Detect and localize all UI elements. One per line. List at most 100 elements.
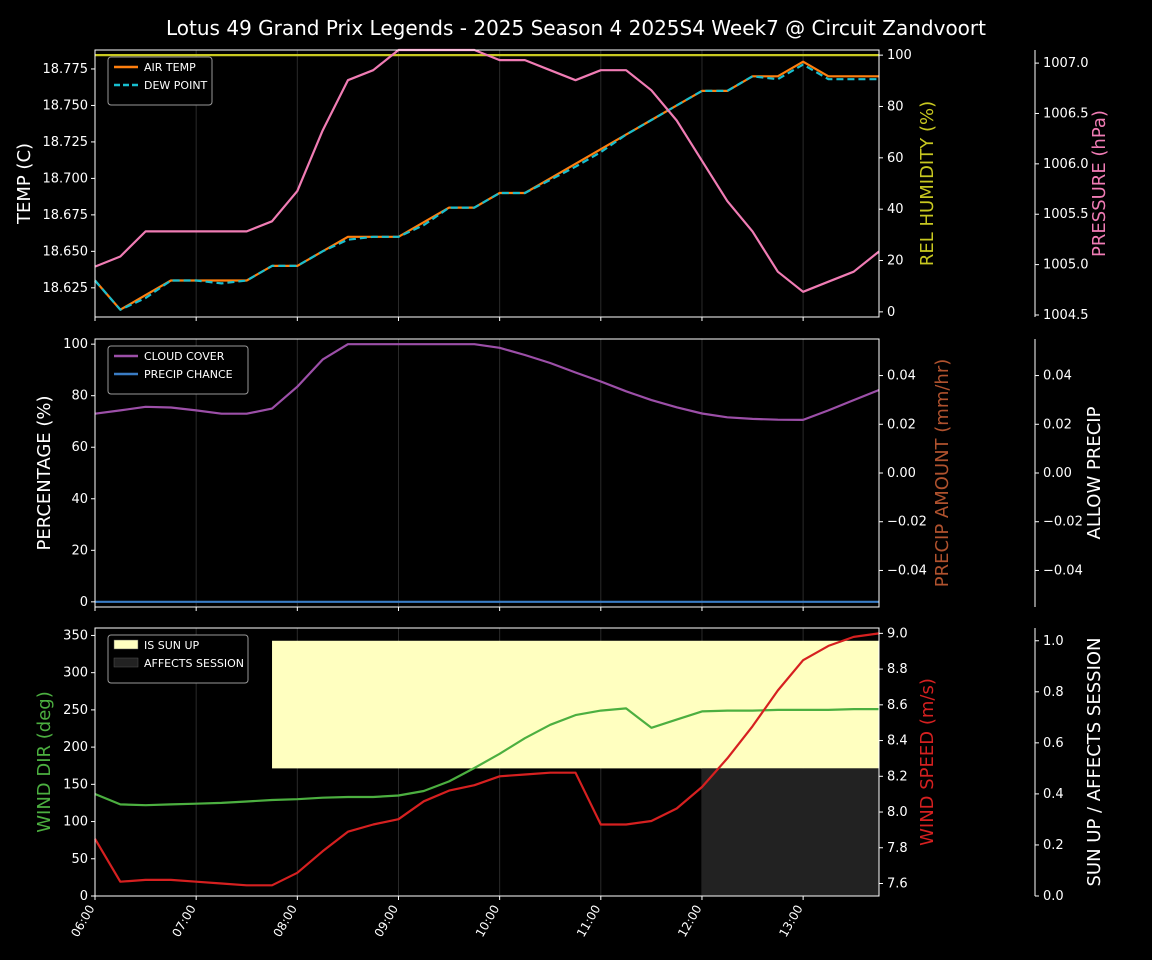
x-tick-label: 09:00: [372, 903, 401, 940]
right1-tick-label: 7.6: [887, 876, 908, 891]
x-tick-label: 11:00: [574, 903, 603, 940]
left-axis-label: TEMP (C): [14, 143, 35, 225]
band-is-sun-up: [272, 640, 880, 769]
legend-label: PRECIP CHANCE: [144, 368, 233, 381]
left-tick-label: 200: [63, 740, 88, 755]
series-wind-dir: [94, 707, 879, 807]
right2-tick-label: 0.00: [1043, 466, 1072, 481]
left-tick-label: 350: [63, 628, 88, 643]
left-tick-label: 300: [63, 666, 88, 681]
right2-tick-label: 1005.0: [1043, 258, 1089, 273]
right2-tick-label: 0.0: [1043, 889, 1064, 904]
right1-tick-label: 8.6: [887, 698, 908, 713]
left-tick-label: 20: [71, 543, 88, 558]
right2-tick-label: 1.0: [1043, 634, 1064, 649]
series-air-temp: [94, 60, 879, 311]
plot-frame: [94, 627, 880, 897]
x-tick-label: 13:00: [776, 903, 805, 940]
legend-label: AFFECTS SESSION: [144, 657, 244, 670]
legend-box: [107, 634, 249, 684]
legend-label: CLOUD COVER: [144, 350, 225, 363]
panel-middle: 0 20 40 60 80 100 PERCENTAGE (%) −0.04 −0.02 0.00…: [34, 337, 1105, 611]
right1-tick-label: −0.02: [887, 515, 927, 530]
right2-tick-label: 1004.5: [1043, 308, 1089, 323]
x-tick-label: 08:00: [270, 903, 299, 940]
legend-label: AIR TEMP: [144, 61, 196, 74]
right2-axis-label: SUN UP / AFFECTS SESSION: [1084, 637, 1105, 886]
x-tick-label: 10:00: [473, 903, 502, 940]
right1-tick-label: 8.0: [887, 805, 908, 820]
right1-tick-label: −0.04: [887, 563, 927, 578]
right2-tick-label: 0.8: [1043, 685, 1064, 700]
right1-tick-label: 8.2: [887, 769, 908, 784]
right1-tick-label: 8.8: [887, 662, 908, 677]
panel-bottom: 0 50 100 150 200 250 300 350 WIND DIR (deg) 7.6 7.…: [34, 626, 1105, 904]
series-dew-point: [94, 63, 879, 311]
right2-axis-label: ALLOW PRECIP: [1084, 406, 1105, 539]
legend-label: DEW POINT: [144, 79, 208, 92]
legend-label: IS SUN UP: [144, 639, 200, 652]
right2-tick-label: 1006.5: [1043, 106, 1089, 121]
left-tick-label: 150: [63, 777, 88, 792]
left-tick-label: 18.650: [43, 244, 89, 259]
right1-tick-label: 60: [887, 151, 904, 166]
left-tick-label: 40: [71, 492, 88, 507]
right1-tick-label: 0.02: [887, 417, 916, 432]
left-axis-label: PERCENTAGE (%): [34, 395, 55, 550]
left-tick-label: 80: [71, 389, 88, 404]
x-tick-label: 12:00: [675, 903, 704, 940]
left-tick-label: 18.725: [43, 135, 89, 150]
right2-tick-label: −0.02: [1043, 515, 1083, 530]
right1-tick-label: 0: [887, 305, 895, 320]
series-wind-speed: [94, 632, 880, 887]
right1-tick-label: 9.0: [887, 626, 908, 641]
right1-axis-label: PRECIP AMOUNT (mm/hr): [932, 359, 953, 588]
right1-tick-label: 7.8: [887, 841, 908, 856]
right2-tick-label: 0.4: [1043, 787, 1064, 802]
right1-tick-label: 80: [887, 99, 904, 114]
left-tick-label: 0: [80, 889, 88, 904]
right2-tick-label: 0.6: [1043, 736, 1064, 751]
left-tick-label: 18.700: [43, 171, 89, 186]
left-tick-label: 18.775: [43, 62, 89, 77]
left-tick-label: 100: [63, 337, 88, 352]
left-tick-label: 0: [80, 595, 88, 610]
right2-tick-label: 1005.5: [1043, 207, 1089, 222]
right2-tick-label: 0.2: [1043, 838, 1064, 853]
legend-swatch: [113, 639, 139, 650]
band-affects-session: [701, 768, 879, 896]
right1-tick-label: 100: [887, 48, 912, 63]
plot-frame: [94, 49, 880, 318]
left-axis-label: WIND DIR (deg): [34, 691, 55, 833]
right1-axis-label: WIND SPEED (m/s): [917, 678, 938, 846]
series-cloud-cover: [94, 343, 880, 421]
right2-tick-label: 0.02: [1043, 417, 1072, 432]
right1-tick-label: 20: [887, 254, 904, 269]
legend-box: [107, 345, 249, 395]
right2-axis-label: PRESSURE (hPa): [1089, 110, 1110, 257]
left-tick-label: 50: [71, 852, 88, 867]
right1-tick-label: 0.04: [887, 369, 916, 384]
right2-tick-label: 1006.0: [1043, 157, 1089, 172]
right1-axis-label: REL HUMIDITY (%): [917, 101, 938, 266]
left-tick-label: 18.750: [43, 98, 89, 113]
right1-tick-label: 8.4: [887, 734, 908, 749]
right1-tick-label: 40: [887, 202, 904, 217]
legend-box: [107, 56, 213, 106]
right1-tick-label: 0.00: [887, 466, 916, 481]
x-tick-label: 07:00: [169, 903, 198, 940]
right2-tick-label: −0.04: [1043, 563, 1083, 578]
right2-tick-label: 1007.0: [1043, 56, 1089, 71]
left-tick-label: 18.675: [43, 208, 89, 223]
left-tick-label: 18.625: [43, 281, 89, 296]
plot-layer: 18.625 18.650 18.675 18.700 18.725 18.750 18.7…: [14, 48, 1110, 939]
left-tick-label: 60: [71, 440, 88, 455]
right2-tick-label: 0.04: [1043, 369, 1072, 384]
panel-top: 18.625 18.650 18.675 18.700 18.725 18.750 18.7…: [14, 48, 1110, 323]
left-tick-label: 100: [63, 815, 88, 830]
x-tick-label: 06:00: [68, 903, 97, 940]
chart-title: Lotus 49 Grand Prix Legends - 2025 Seaso…: [166, 16, 986, 40]
series-pressure: [94, 48, 880, 293]
left-tick-label: 250: [63, 703, 88, 718]
